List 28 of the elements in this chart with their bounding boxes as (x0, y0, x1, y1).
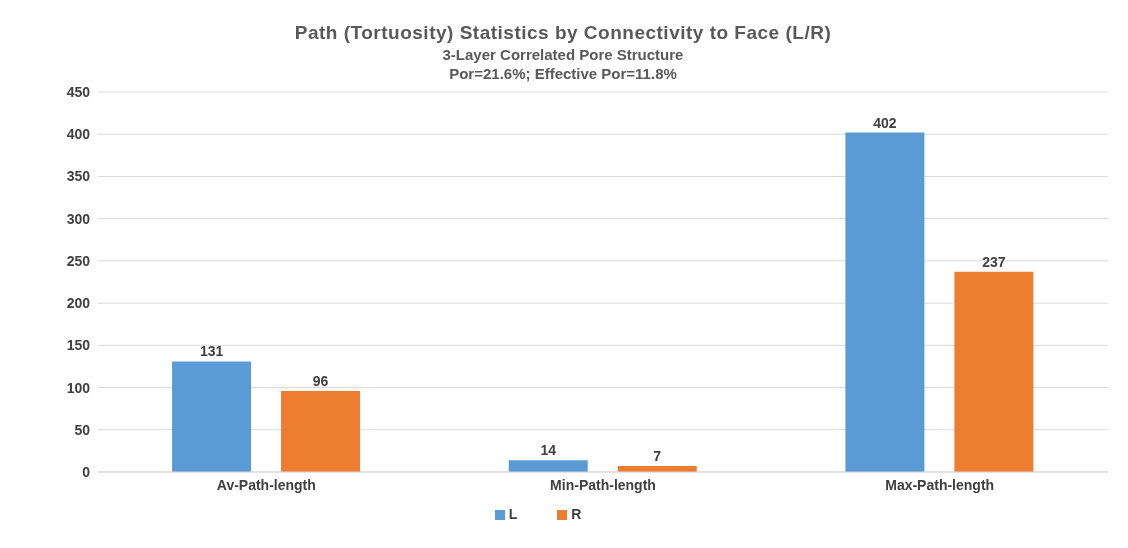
bar (281, 390, 361, 472)
x-tick-label: Min-Path-length (550, 476, 656, 493)
y-tick-label: 150 (66, 337, 91, 354)
legend-label: L (508, 506, 518, 522)
data-label: 237 (982, 253, 1006, 270)
legend-label: R (571, 506, 582, 522)
chart-subtitle: 3-Layer Correlated Pore Structure Por=21.6%; Effective Por=11.8% (441, 46, 685, 82)
bar (845, 132, 925, 472)
data-label: 131 (199, 343, 224, 360)
y-tick-label: 0 (82, 463, 91, 480)
bar (954, 271, 1034, 472)
data-label: 96 (312, 372, 329, 389)
y-tick-label: 50 (74, 421, 91, 438)
data-label: 7 (653, 448, 662, 465)
bar (508, 460, 588, 472)
data-label: 14 (540, 442, 557, 459)
y-tick-label: 400 (66, 126, 91, 143)
y-tick-label: 200 (66, 295, 91, 312)
y-tick-label: 350 (66, 168, 91, 185)
y-tick-label: 450 (66, 83, 91, 100)
chart-title: Path (Tortuosity) Statistics by Connectivity to Face (L/R) (293, 22, 833, 44)
y-tick-label: 100 (66, 379, 91, 396)
y-tick-label: 250 (66, 252, 91, 269)
data-label: 402 (873, 114, 897, 131)
x-tick-label: Av-Path-length (216, 476, 316, 493)
x-tick-label: Max-Path-length (885, 476, 995, 493)
bar (172, 361, 252, 472)
y-tick-label: 300 (66, 210, 91, 227)
